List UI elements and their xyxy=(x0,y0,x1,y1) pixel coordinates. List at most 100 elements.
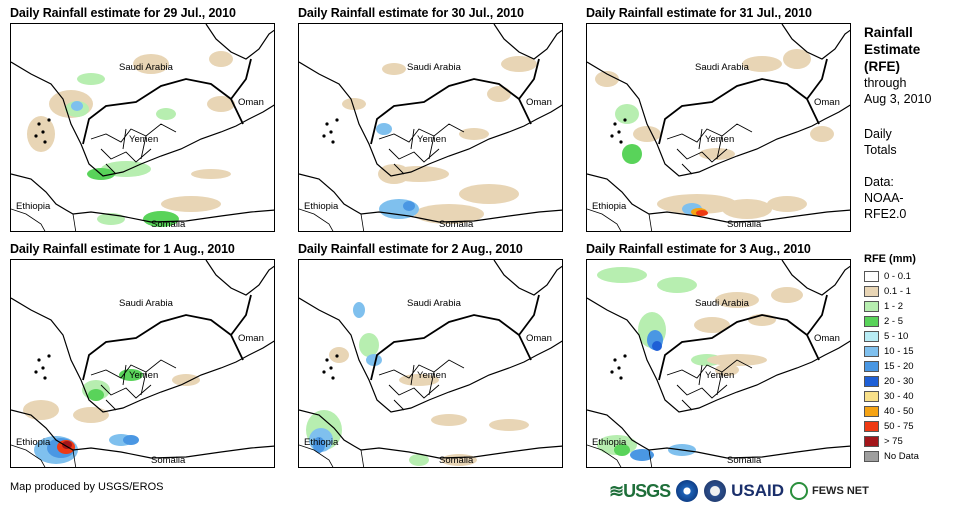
map-label-oman: Oman xyxy=(238,333,264,344)
map-label-saudi: Saudi Arabia xyxy=(119,62,173,73)
side-totals: Totals xyxy=(864,143,897,157)
rainfall-map: Saudi Arabia Oman Yemen Ethiopia Somalia xyxy=(586,23,851,232)
map-label-ethiopia: Ethiopia xyxy=(16,437,51,448)
rain-area xyxy=(71,101,83,111)
legend-swatch xyxy=(864,331,879,342)
side-daily: Daily xyxy=(864,127,892,141)
boundary-line xyxy=(378,123,465,175)
side-date: Aug 3, 2010 xyxy=(864,92,932,106)
rain-area xyxy=(378,164,410,184)
rain-area xyxy=(156,108,176,120)
island-dot xyxy=(329,366,333,370)
noaa-logo xyxy=(676,480,699,502)
rain-area xyxy=(630,449,654,461)
legend-item: > 75 xyxy=(864,434,919,449)
boundary-line xyxy=(587,208,622,231)
island-dot xyxy=(41,130,45,134)
legend-swatch xyxy=(864,271,879,282)
rain-area xyxy=(23,400,59,420)
island-dot xyxy=(322,134,326,138)
rainfall-map: Saudi Arabia Oman Yemen Ethiopia Somalia xyxy=(10,23,275,232)
island-dot xyxy=(331,376,335,380)
map-canvas xyxy=(587,260,850,467)
panel-title: Daily Rainfall estimate for 29 Jul., 201… xyxy=(10,6,236,20)
side-noaa: NOAA- xyxy=(864,191,904,205)
map-label-saudi: Saudi Arabia xyxy=(695,62,749,73)
rain-area xyxy=(77,73,105,85)
map-label-somalia: Somalia xyxy=(439,455,474,466)
legend-label: 40 - 50 xyxy=(884,406,914,417)
legend-swatch xyxy=(864,316,879,327)
legend-item: 5 - 10 xyxy=(864,329,919,344)
rain-area xyxy=(489,419,529,431)
boundary-line xyxy=(360,213,365,231)
rain-area xyxy=(715,292,759,308)
rain-area xyxy=(431,414,467,426)
boundary-line xyxy=(11,61,274,177)
rain-area xyxy=(767,196,807,212)
boundary-line xyxy=(666,359,753,411)
map-label-yemen: Yemen xyxy=(705,134,735,145)
map-label-ethiopia: Ethiopia xyxy=(304,437,339,448)
rain-area xyxy=(595,71,619,87)
boundary-line xyxy=(781,24,850,60)
rain-area xyxy=(459,184,519,204)
map-label-yemen: Yemen xyxy=(129,134,159,145)
island-dot xyxy=(613,358,617,362)
boundary-line xyxy=(299,208,334,231)
island-dot xyxy=(43,140,47,144)
island-dot xyxy=(41,366,45,370)
rain-area xyxy=(694,317,730,333)
legend-label: 20 - 30 xyxy=(884,376,914,387)
legend-item: 0.1 - 1 xyxy=(864,284,919,299)
rain-area xyxy=(143,211,179,227)
boundary-line xyxy=(299,444,334,467)
panel-title: Daily Rainfall estimate for 2 Aug., 2010 xyxy=(298,242,523,256)
map-label-oman: Oman xyxy=(814,97,840,108)
island-dot xyxy=(34,134,38,138)
legend-label: 0 - 0.1 xyxy=(884,271,911,282)
legend-label: > 75 xyxy=(884,436,903,447)
rain-area xyxy=(329,347,349,363)
map-canvas xyxy=(299,24,562,231)
rain-area xyxy=(161,196,221,212)
boundary-line xyxy=(90,123,177,175)
rain-area xyxy=(657,277,697,293)
map-label-somalia: Somalia xyxy=(151,219,186,230)
island-dot xyxy=(325,122,329,126)
boundary-line xyxy=(378,359,465,411)
usgs-logo: ≋USGS xyxy=(609,480,671,501)
map-canvas xyxy=(299,260,562,467)
boundary-line xyxy=(648,213,653,231)
island-dot xyxy=(623,118,627,122)
boundary-line xyxy=(360,449,365,467)
map-label-ethiopia: Ethiopia xyxy=(592,201,627,212)
rainfall-map: Saudi Arabia Oman Yemen Ethiopia Somalia xyxy=(298,23,563,232)
island-dot xyxy=(325,358,329,362)
legend-swatch xyxy=(864,391,879,402)
map-label-ethiopia: Ethiopia xyxy=(592,437,627,448)
legend-item: 30 - 40 xyxy=(864,389,919,404)
rain-area xyxy=(376,123,392,135)
rain-area xyxy=(652,341,662,351)
legend-item: 50 - 75 xyxy=(864,419,919,434)
island-dot xyxy=(37,122,41,126)
legend-swatch xyxy=(864,346,879,357)
boundary-line xyxy=(658,78,820,145)
boundary-line xyxy=(587,173,850,223)
rainfall-map: Saudi Arabia Oman Yemen Ethiopia Somalia xyxy=(10,259,275,468)
boundary-line xyxy=(205,24,274,60)
legend-item: No Data xyxy=(864,449,919,464)
boundary-line xyxy=(493,24,562,60)
rain-area xyxy=(622,144,642,164)
fews-net-icon xyxy=(790,482,808,500)
usaid-logo: USAID xyxy=(731,481,784,500)
boundary-line xyxy=(806,58,828,100)
rain-area xyxy=(209,51,233,67)
rain-area xyxy=(771,287,803,303)
boundary-line xyxy=(11,409,274,459)
map-canvas xyxy=(587,24,850,231)
logo-bar: ≋USGS USAID FEWS NET xyxy=(605,478,869,504)
fews-net-logo: FEWS NET xyxy=(812,485,869,497)
side-info: Rainfall Estimate (RFE) through Aug 3, 2… xyxy=(864,24,931,222)
